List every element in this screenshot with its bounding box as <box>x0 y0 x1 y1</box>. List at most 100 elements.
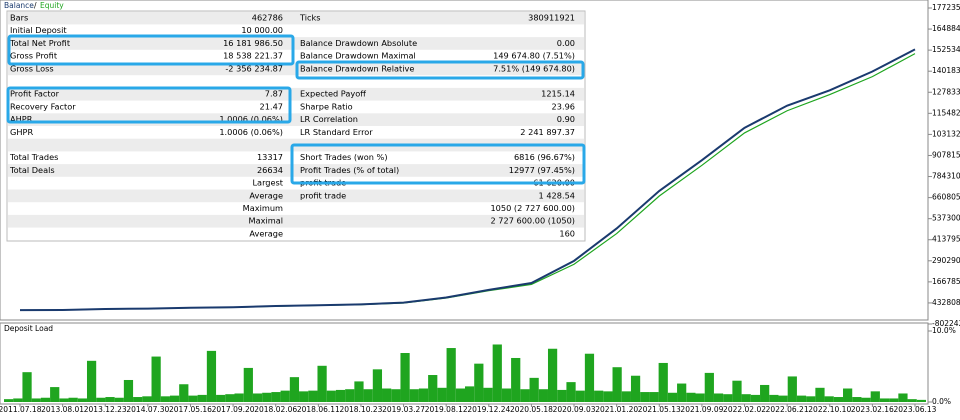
y-tick-label: 15253402 <box>932 45 960 54</box>
stat-value: 462786 <box>252 13 283 23</box>
bar <box>391 389 401 402</box>
x-tick-label: 2014.07.30 <box>126 405 169 414</box>
stat-value: 2 241 897.37 <box>520 127 575 137</box>
bar <box>22 372 32 402</box>
bar <box>658 362 668 402</box>
stat-value: 2 727 600.00 (1050) <box>490 216 575 226</box>
stat-label: Initial Deposit <box>10 25 67 35</box>
bar <box>907 399 917 402</box>
bar <box>750 394 761 402</box>
y-tick-label: 17723502 <box>932 3 960 12</box>
stat-label: Total Trades <box>9 152 58 162</box>
bar <box>833 397 844 402</box>
x-tick-label: 2013.08.01 <box>41 405 84 414</box>
stat-label: Total Net Profit <box>9 38 71 48</box>
bar <box>787 376 797 402</box>
bar <box>584 353 595 402</box>
stat-value: 1.0006 (0.06%) <box>219 127 283 137</box>
bar <box>889 398 899 402</box>
highlight <box>290 143 586 185</box>
bar <box>77 398 87 402</box>
bar <box>252 393 263 402</box>
bar <box>870 391 880 402</box>
bar <box>575 390 585 402</box>
stat-value: 1 428.54 <box>539 190 575 200</box>
x-tick-label: 2018.06.11 <box>297 405 340 414</box>
bar <box>418 388 429 402</box>
bar <box>649 392 659 402</box>
stat-label: Expected Payoff <box>300 89 366 99</box>
bar <box>409 389 419 402</box>
bar <box>50 387 60 402</box>
highlight <box>295 60 585 80</box>
stat-label: Gross Loss <box>10 63 54 73</box>
stat-label: Profit Trades (% of total) <box>300 165 399 175</box>
bar <box>511 357 521 402</box>
bar <box>271 392 281 402</box>
stat-value: 1050 (2 727 600.00) <box>490 203 575 213</box>
x-tick-label: 2019.03.27 <box>382 405 425 414</box>
bar <box>142 396 152 402</box>
stat-label: Balance Drawdown Maximal <box>300 51 416 61</box>
bar <box>105 397 115 402</box>
x-tick-label: 2021.05.13 <box>638 405 681 414</box>
bar <box>898 393 908 402</box>
stat-value: 0.00 <box>557 38 575 48</box>
row-stripe <box>8 11 584 25</box>
row-stripe <box>8 87 584 101</box>
series-line <box>19 48 916 312</box>
stat-value: 149 674.80 (7.51%) <box>493 51 575 61</box>
stat-value: 18 538 221.37 <box>223 51 283 61</box>
panel-title: Deposit Load <box>4 324 53 333</box>
bar <box>13 398 23 402</box>
bar <box>677 383 687 402</box>
bar <box>538 389 548 402</box>
x-tick-label: 2021.09.09 <box>680 405 723 414</box>
legend-separator: / <box>34 1 37 10</box>
row-stripe <box>8 189 584 203</box>
bar <box>400 353 410 402</box>
x-tick-label: 2018.02.06 <box>254 405 297 414</box>
stat-value: Maximum <box>243 203 283 213</box>
bar <box>299 391 309 402</box>
x-tick-label: 2022.10.10 <box>808 405 851 414</box>
bar <box>335 389 346 402</box>
bar <box>483 387 493 402</box>
bar <box>603 391 613 402</box>
x-tick-label: 2019.08.12 <box>425 405 468 414</box>
bar <box>474 363 484 402</box>
y-tick-label: 9078152 <box>932 150 960 159</box>
bar <box>852 397 862 402</box>
legend-entry: Balance <box>4 1 34 10</box>
bar <box>86 360 97 402</box>
bar <box>280 390 290 402</box>
stat-value: 7.51% (149 674.80) <box>493 63 575 73</box>
y-tick-label: 2902907 <box>932 256 960 265</box>
bar <box>630 375 641 402</box>
x-tick-label: 2018.10.23 <box>339 405 382 414</box>
bar <box>520 389 530 402</box>
stat-label: Short Trades (won %) <box>300 152 388 162</box>
bar <box>188 395 198 402</box>
stat-label: Recovery Factor <box>10 101 76 111</box>
bar <box>308 390 318 402</box>
bar <box>769 394 779 402</box>
x-tick-label: 2013.12.23 <box>84 405 127 414</box>
x-tick-label: 2020.09.03 <box>553 405 596 414</box>
bar <box>114 397 124 402</box>
stat-value: 12977 (97.45%) <box>509 165 575 175</box>
bar <box>225 394 235 402</box>
x-tick-label: 2017.09.20 <box>212 405 255 414</box>
bar <box>704 372 714 402</box>
bar <box>713 393 724 402</box>
y-tick-label: 432808 <box>932 298 960 307</box>
bar <box>843 388 853 402</box>
bar <box>326 390 336 402</box>
stat-label: Profit Factor <box>10 89 60 99</box>
bar <box>206 350 217 402</box>
bar <box>529 377 539 402</box>
bar <box>289 377 300 402</box>
stat-label: Ticks <box>299 13 321 23</box>
bar <box>879 398 890 402</box>
